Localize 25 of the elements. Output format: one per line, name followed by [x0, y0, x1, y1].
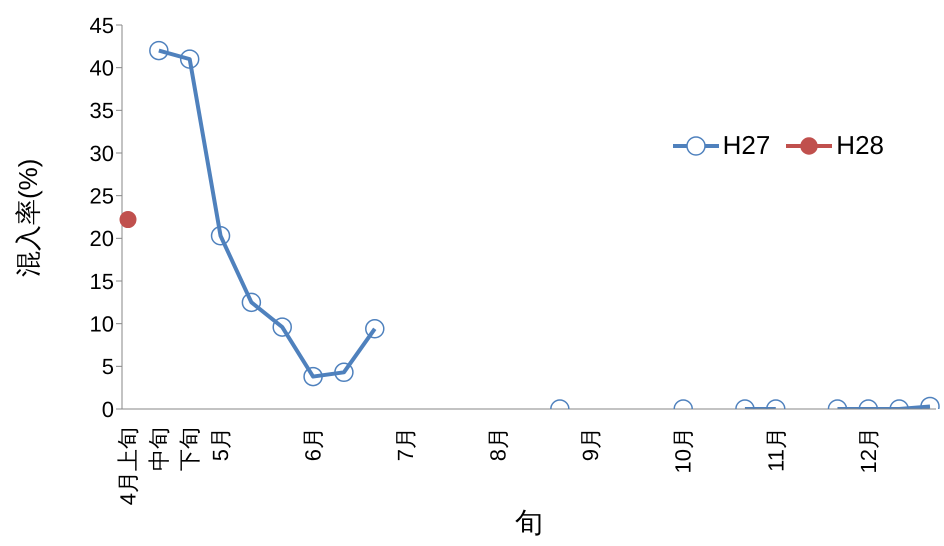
x-tick-label: 7月 [393, 427, 418, 462]
y-tick-label: 30 [90, 140, 114, 166]
x-tick-label: 11月 [763, 427, 788, 472]
x-tick-label: 6月 [300, 427, 326, 462]
y-tick-label: 20 [90, 226, 114, 252]
x-tick-label: 下旬 [177, 427, 202, 471]
y-tick-label: 45 [90, 12, 114, 38]
y-tick-label: 25 [90, 183, 114, 208]
legend-label: H28 [836, 130, 884, 161]
y-tick-label: 5 [102, 354, 114, 380]
legend-label: H27 [722, 130, 770, 161]
y-tick-label: 15 [90, 268, 114, 294]
x-tick-label: 10月 [670, 427, 696, 474]
x-tick-label: 4月上旬 [116, 427, 140, 506]
y-tick-label: 10 [90, 311, 114, 336]
y-tick-label: 0 [102, 396, 114, 422]
x-tick-label: 12月 [856, 427, 881, 474]
y-tick-label: 40 [90, 55, 114, 80]
x-tick-label: 5月 [208, 427, 234, 462]
x-tick-label: 9月 [578, 427, 604, 462]
y-axis-title: 混入率(%) [13, 158, 44, 277]
x-axis-title: 旬 [515, 507, 543, 538]
y-tick-label: 35 [90, 98, 114, 124]
x-tick-label: 8月 [486, 427, 511, 462]
x-tick-label: 中旬 [146, 427, 172, 471]
